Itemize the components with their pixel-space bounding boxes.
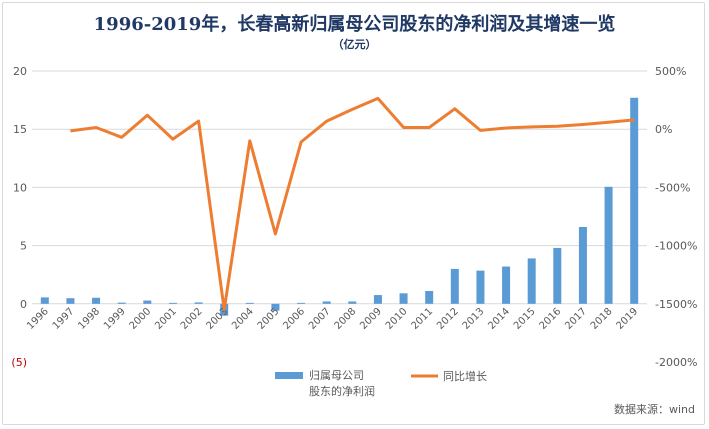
chart-title: 1996-2019年，长春高新归属母公司股东的净利润及其增速一览 xyxy=(93,14,616,35)
bar xyxy=(450,268,459,304)
legend: 归属母公司 股东的净利润 同比增长 xyxy=(275,368,487,398)
x-tick-label: 2002 xyxy=(179,306,205,332)
legend-line-label: 同比增长 xyxy=(443,369,487,383)
x-tick-label: 2015 xyxy=(512,306,538,332)
left-tick-label: 0 xyxy=(20,298,27,311)
x-tick-label: 2009 xyxy=(358,306,384,332)
left-axis-labels: (5) 0 5 10 15 20 xyxy=(11,65,27,369)
x-tick-label: 2008 xyxy=(333,306,359,332)
bar xyxy=(117,302,126,304)
x-tick-label: 1998 xyxy=(76,306,102,332)
x-tick-label: 2019 xyxy=(615,306,641,332)
x-tick-label: 1996 xyxy=(25,306,51,332)
x-axis-labels: 1996 1997 1998 1999 2000 2001 2002 2003 2004 2005… xyxy=(25,306,640,332)
x-tick-label: 2018 xyxy=(589,306,615,332)
bar xyxy=(348,301,357,304)
x-tick-label: 2011 xyxy=(410,306,436,332)
bar xyxy=(373,295,382,304)
data-source-note: 数据来源：wind xyxy=(613,403,695,416)
x-tick-label: 2012 xyxy=(435,306,461,332)
bar xyxy=(578,226,587,304)
bar xyxy=(476,270,485,304)
bar xyxy=(66,298,75,304)
left-tick-label: 5 xyxy=(20,240,27,253)
right-tick-label: 500% xyxy=(655,65,686,78)
gridlines xyxy=(32,70,647,305)
right-tick-label: -2000% xyxy=(655,356,697,369)
x-tick-label: 2004 xyxy=(230,306,256,332)
right-tick-label: 0% xyxy=(655,123,672,136)
x-tick-label: 1999 xyxy=(102,306,128,332)
right-axis-labels: -2000% -1500% -1000% -500% 0% 500% xyxy=(655,65,697,369)
bar xyxy=(271,303,280,311)
bar-series xyxy=(40,97,639,316)
bar xyxy=(630,97,639,304)
bar xyxy=(502,266,511,304)
left-tick-label: 15 xyxy=(13,123,27,136)
legend-bar-label-line2: 股东的净利润 xyxy=(309,384,375,398)
x-tick-label: 1997 xyxy=(51,306,77,332)
bar xyxy=(604,186,613,304)
bar xyxy=(399,293,408,304)
bar xyxy=(194,302,203,304)
x-tick-label: 2013 xyxy=(461,306,487,332)
x-tick-label: 2001 xyxy=(153,306,179,332)
legend-bar-label-line1: 归属母公司 xyxy=(309,368,364,382)
bar xyxy=(92,297,101,304)
bar xyxy=(168,302,177,304)
left-tick-label: (5) xyxy=(11,356,27,369)
bar xyxy=(143,300,152,304)
x-tick-label: 2017 xyxy=(563,306,589,332)
bar xyxy=(527,258,536,304)
right-tick-label: -1500% xyxy=(655,298,697,311)
chart-subtitle: （亿元） xyxy=(332,38,377,51)
x-tick-label: 2010 xyxy=(384,306,410,332)
bar xyxy=(245,302,254,304)
right-tick-label: -500% xyxy=(655,181,690,194)
right-tick-label: -1000% xyxy=(655,240,697,253)
x-tick-label: 2006 xyxy=(281,306,307,332)
left-tick-label: 10 xyxy=(13,181,27,194)
bar xyxy=(322,301,331,304)
bar xyxy=(425,290,434,304)
x-tick-label: 2007 xyxy=(307,306,333,332)
chart-frame xyxy=(2,2,705,425)
left-tick-label: 20 xyxy=(13,65,27,78)
x-tick-label: 2014 xyxy=(486,306,512,332)
line-series xyxy=(70,96,635,312)
legend-bar-swatch xyxy=(275,372,303,379)
x-tick-label: 2016 xyxy=(538,306,564,332)
bar xyxy=(40,297,49,304)
bar xyxy=(297,302,306,304)
bar xyxy=(553,247,562,304)
x-tick-label: 2000 xyxy=(128,306,154,332)
growth-line xyxy=(70,96,635,312)
